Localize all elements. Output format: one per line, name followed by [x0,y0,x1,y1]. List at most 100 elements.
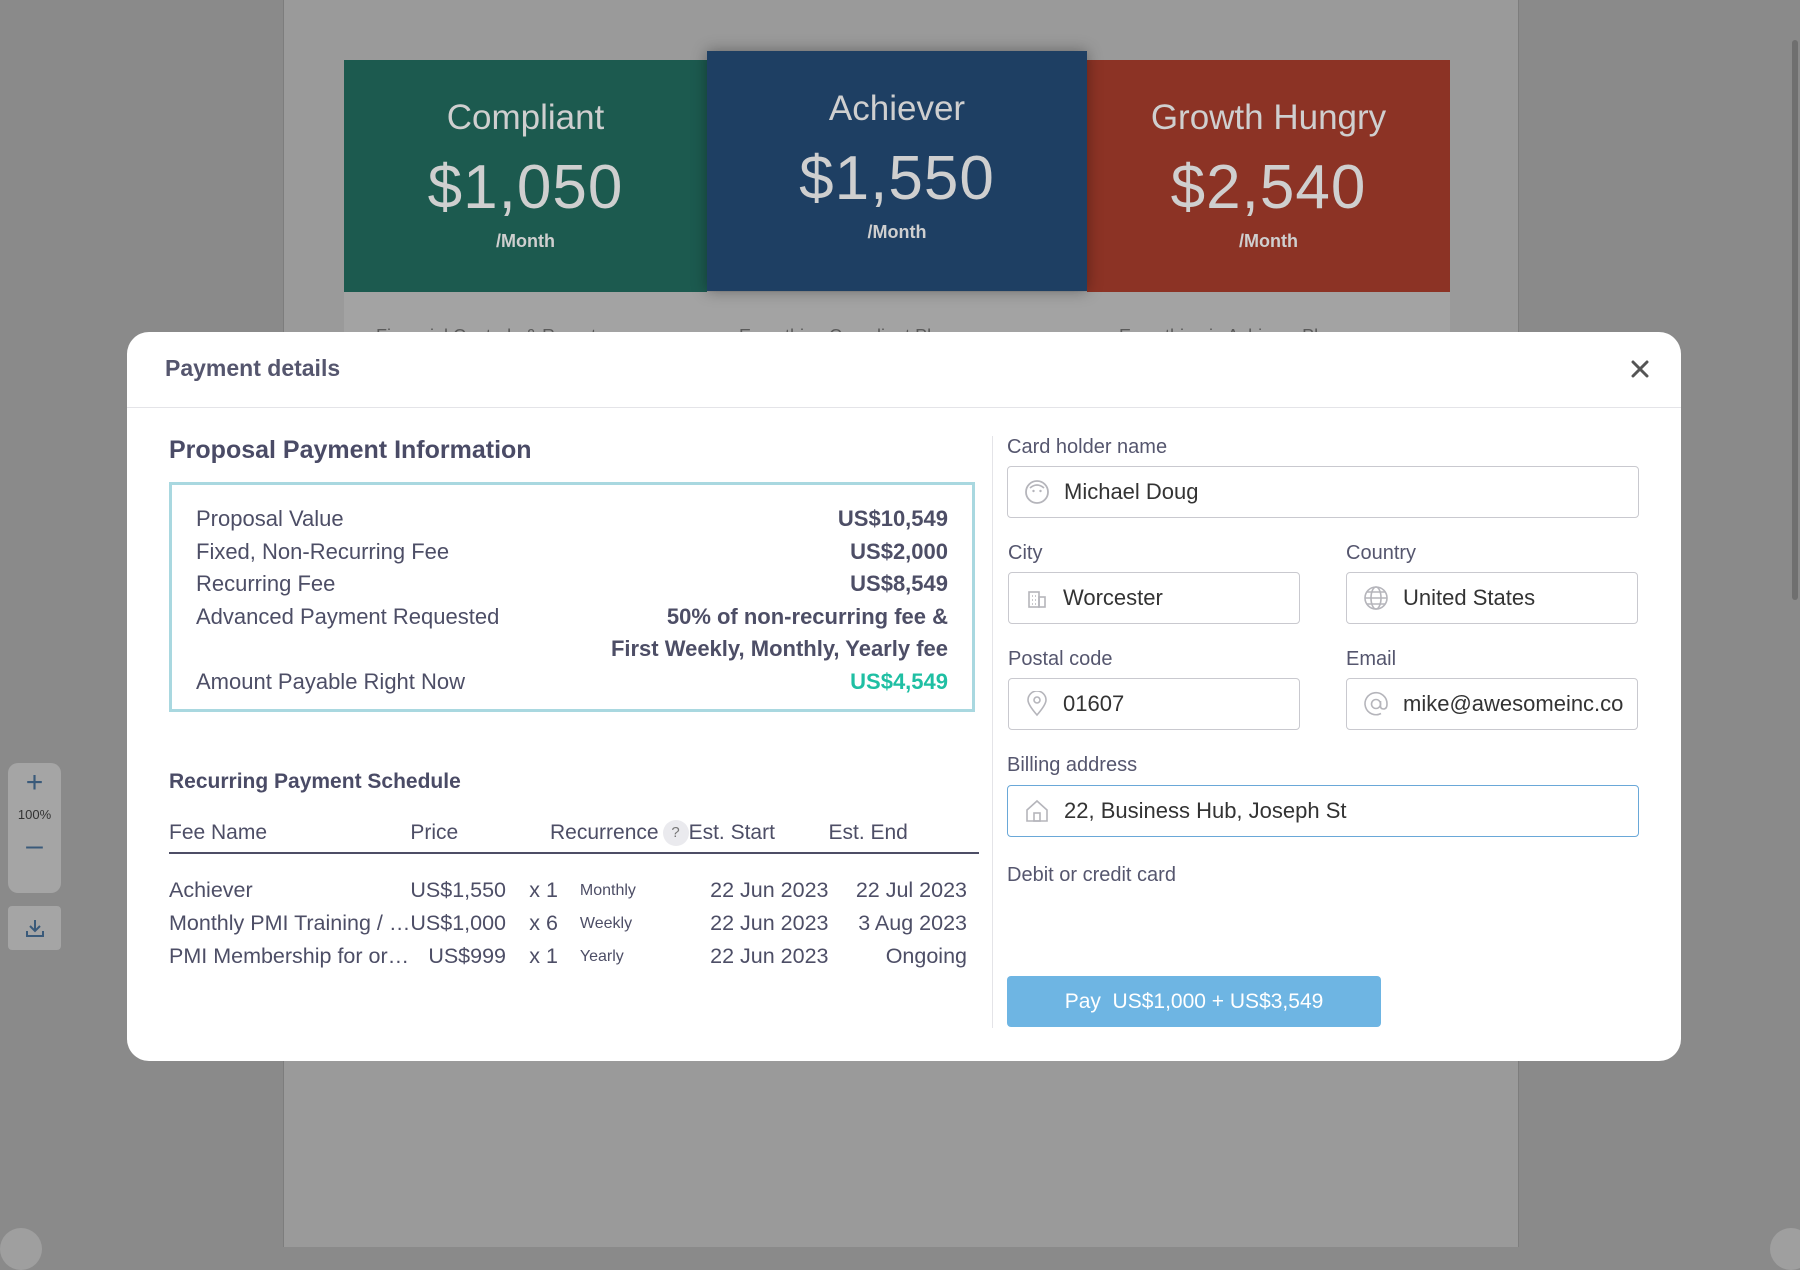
fee-start: 22 Jun 2023 [710,944,829,968]
modal-title: Payment details [165,355,341,381]
plan-name: Compliant [446,98,605,137]
fee-qty: x 6 [529,911,558,935]
download-icon [25,920,44,937]
summary-row: Fixed, Non-Recurring Fee US$2,000 [196,536,948,569]
header-est-start: Est. Start [688,820,829,854]
country-field[interactable] [1346,572,1638,624]
email-field[interactable] [1346,678,1638,730]
schedule-header-row: Fee Name Price Recurrence? Est. Start Es… [169,820,979,854]
header-recurrence: Recurrence? [514,820,689,854]
email-input[interactable] [1403,691,1623,717]
zoom-out-button[interactable]: – [26,829,43,862]
payment-info-column: Proposal Payment Information Proposal Va… [169,408,979,973]
fee-qty: x 1 [529,944,558,968]
plan-name: Growth Hungry [1150,98,1387,137]
plan-body-growth-hungry: Everything in Achiever Plan [1087,292,1450,346]
fee-name: PMI Membership for or… [169,944,410,968]
summary-label: Advanced Payment Requested [196,603,500,629]
fee-end: Ongoing [885,944,967,968]
plan-body-compliant: Financial Controls & Reports [344,292,707,346]
amount-payable-value: US$4,549 [850,668,948,694]
plan-period: /Month [867,222,927,242]
fee-name: Monthly PMI Training / … [169,911,411,935]
cardholder-label: Card holder name [1007,436,1168,458]
summary-row: Recurring Fee US$8,549 [196,568,948,601]
plan-period: /Month [1239,231,1298,251]
plan-name: Achiever [828,89,966,128]
at-sign-icon [1363,691,1389,717]
table-row: PMI Membership for or… US$999 x 1 Yearly… [169,940,979,973]
column-divider [992,436,993,1028]
header-recurrence-label: Recurrence [550,821,659,844]
user-icon [1024,479,1050,505]
summary-value: US$8,549 [850,571,948,596]
summary-row: Amount Payable Right Now US$4,549 [196,666,948,699]
summary-value: US$2,000 [850,538,948,564]
page-scrollbar[interactable] [1792,40,1798,600]
pay-button[interactable]: Pay US$1,000 + US$3,549 [1007,976,1381,1027]
summary-label: Proposal Value [196,506,344,531]
billing-label: Billing address [1007,754,1138,776]
help-icon[interactable]: ? [662,820,689,846]
country-label: Country [1346,542,1417,564]
summary-label: Amount Payable Right Now [196,668,466,694]
header-fee-name: Fee Name [169,820,411,854]
fee-qty: x 1 [529,878,558,902]
plan-body-achiever: Everything Compliant Plan [707,292,1087,346]
plan-card-compliant[interactable]: Compliant $1,050 /Month [344,60,707,292]
fee-price: US$1,550 [410,878,507,902]
fee-frequency: Monthly [579,881,636,899]
summary-row: Proposal Value US$10,549 [196,503,948,536]
schedule-table: Fee Name Price Recurrence? Est. Start Es… [169,820,979,973]
fee-name: Achiever [169,878,253,902]
building-icon [1025,585,1049,611]
download-button[interactable] [8,906,61,950]
fee-price: US$999 [428,944,507,968]
city-input[interactable] [1063,585,1285,611]
country-input[interactable] [1403,585,1623,611]
summary-label: Fixed, Non-Recurring Fee [196,538,450,564]
plan-card-growth-hungry[interactable]: Growth Hungry $2,540 /Month [1087,60,1450,292]
zoom-in-button[interactable]: + [25,766,44,799]
billing-address-field[interactable] [1007,785,1639,837]
schedule-title: Recurring Payment Schedule [169,770,461,793]
location-pin-icon [1025,691,1049,717]
globe-icon [1363,585,1389,611]
plan-card-achiever[interactable]: Achiever $1,550 /Month [707,51,1087,291]
email-label: Email [1346,648,1397,670]
table-row: Monthly PMI Training / … US$1,000 x 6 We… [169,907,979,940]
billing-address-input[interactable] [1064,798,1624,824]
next-page-button[interactable] [1770,1228,1800,1270]
fee-start: 22 Jun 2023 [710,878,829,902]
postal-label: Postal code [1008,648,1113,670]
fee-start: 22 Jun 2023 [710,911,829,935]
postal-input[interactable] [1063,691,1285,717]
cardholder-input[interactable] [1064,479,1624,505]
close-button[interactable] [1625,354,1655,384]
header-est-end: Est. End [828,820,979,854]
prev-page-button[interactable] [0,1228,42,1270]
plan-period: /Month [496,231,555,251]
city-label: City [1008,542,1043,564]
summary-row: Advanced Payment Requested 50% of non-re… [196,601,948,634]
summary-label: Recurring Fee [196,571,336,596]
fee-end: 3 Aug 2023 [858,911,967,935]
fee-frequency: Weekly [579,914,633,932]
fee-end: 22 Jul 2023 [855,878,967,902]
zoom-level: 100% [17,807,52,822]
cardholder-field[interactable] [1007,466,1639,518]
postal-field[interactable] [1008,678,1300,730]
table-row: Achiever US$1,550 x 1 Monthly 22 Jun 202… [169,853,979,907]
header-price: Price [410,820,515,854]
payment-summary-box: Proposal Value US$10,549 Fixed, Non-Recu… [169,482,975,712]
fee-frequency: Yearly [579,947,624,965]
card-label: Debit or credit card [1007,864,1176,886]
city-field[interactable] [1008,572,1300,624]
plan-price: $1,050 [427,153,624,222]
summary-value: First Weekly, Monthly, Yearly fee [610,636,948,661]
modal-header: Payment details [127,332,1681,408]
summary-value: US$10,549 [837,506,948,531]
fee-price: US$1,000 [410,911,507,935]
zoom-controls: + 100% – [8,763,61,893]
info-title: Proposal Payment Information [169,436,532,464]
